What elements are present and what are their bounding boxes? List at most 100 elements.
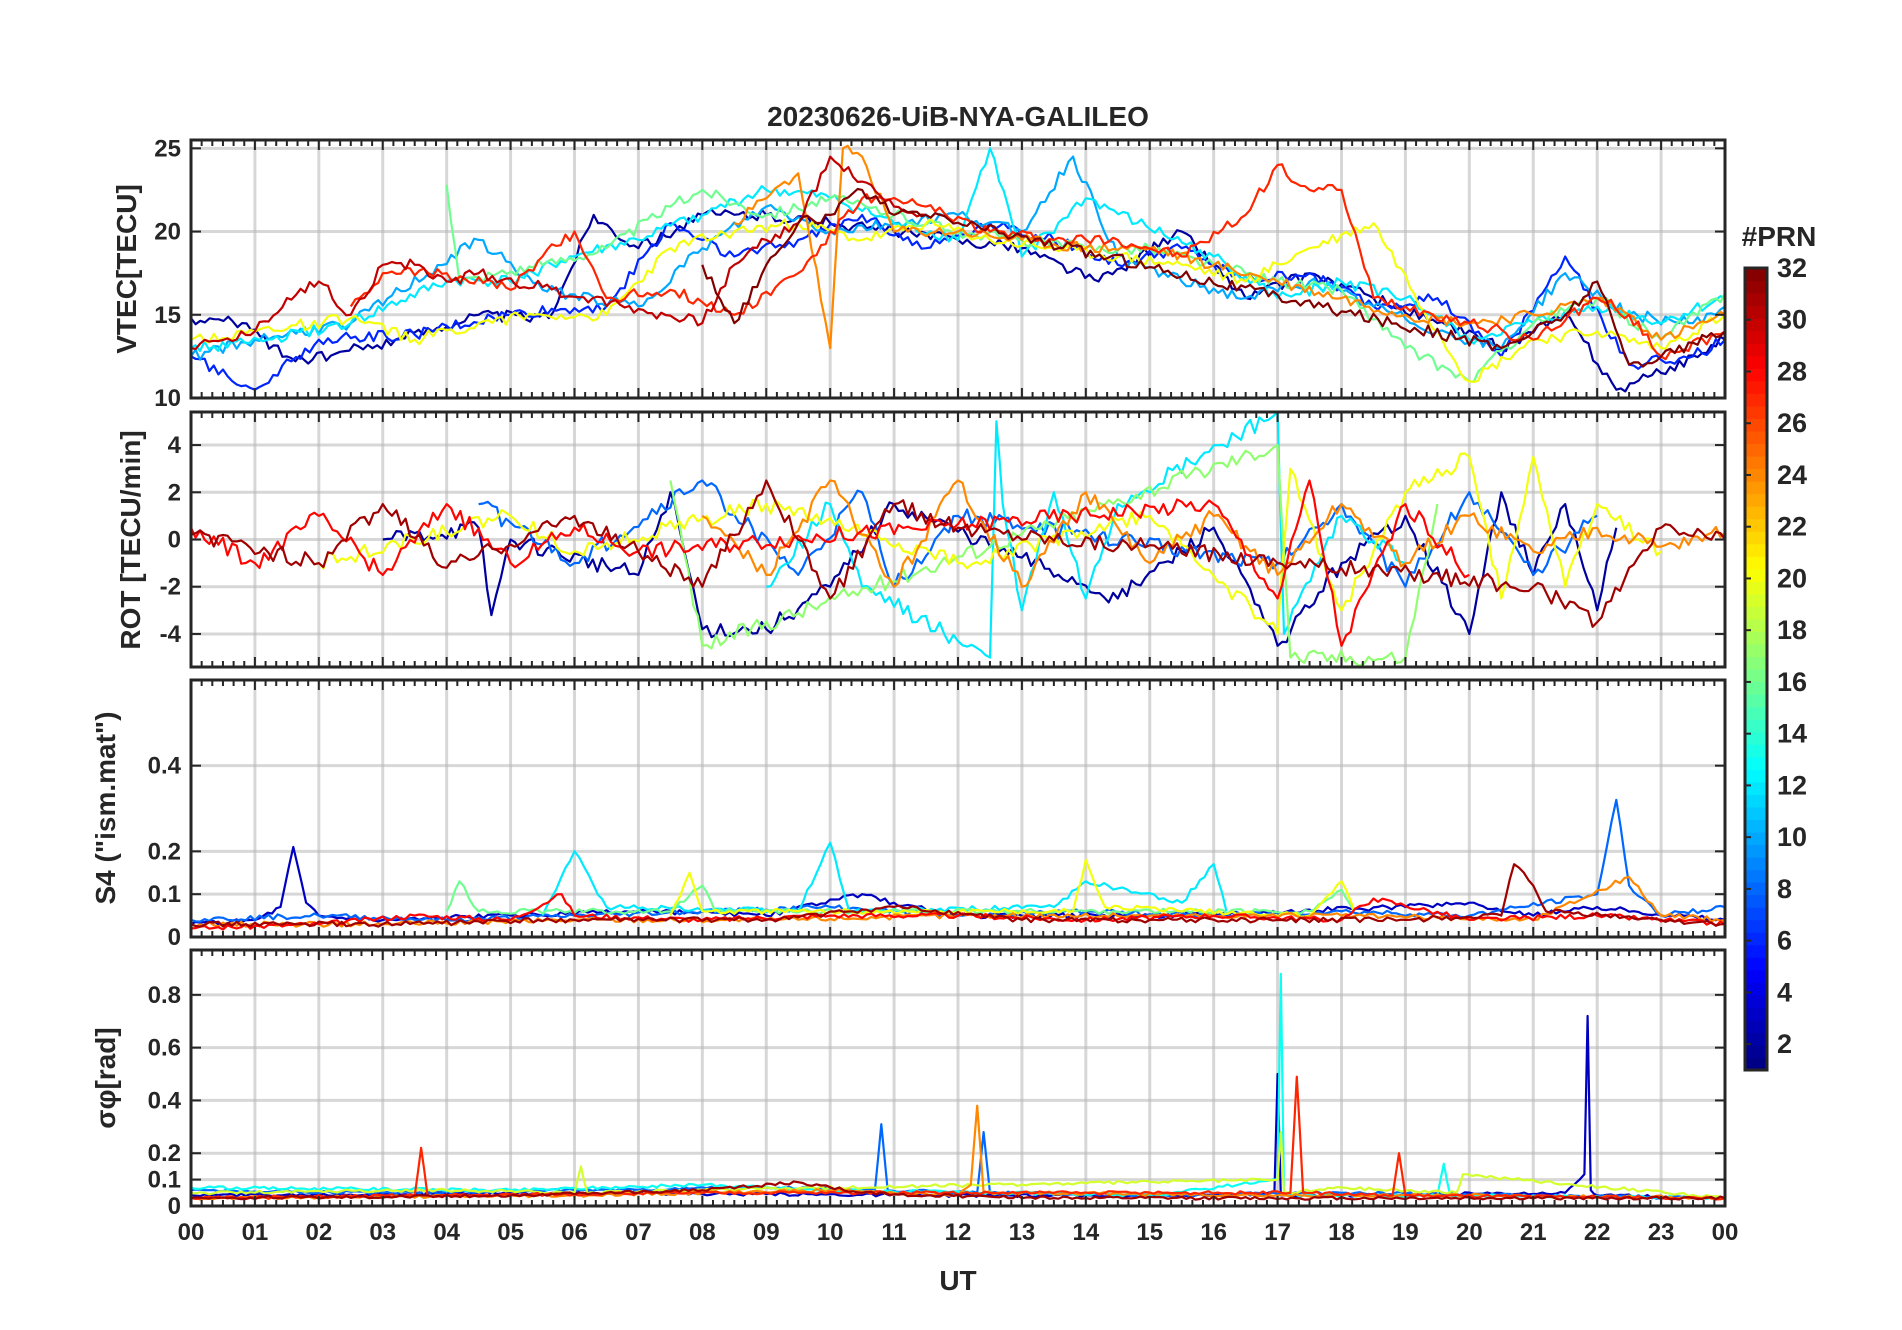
colorbar-cell xyxy=(1745,1019,1767,1034)
colorbar-cell xyxy=(1745,969,1767,983)
colorbar-cell xyxy=(1745,405,1767,419)
x-tick-label: 00 xyxy=(178,1219,205,1246)
sigma-y-tick-labels: 00.10.2 0.4 0.6 0.8 xyxy=(148,982,182,1220)
y-tick-label: 0.4 xyxy=(148,753,182,780)
colorbar-cell xyxy=(1745,430,1767,445)
colorbar-tick-label: 20 xyxy=(1777,563,1807,593)
colorbar-tick-label: 10 xyxy=(1777,822,1807,852)
colorbar-cell xyxy=(1745,781,1767,795)
colorbar-tick-label: 6 xyxy=(1777,926,1792,956)
y-tick-label: -2 xyxy=(160,574,181,601)
x-tick-label: 23 xyxy=(1648,1219,1675,1246)
vtec-series-prn-20 xyxy=(191,217,1725,383)
colorbar-cell xyxy=(1745,856,1767,871)
colorbar-tick-label: 26 xyxy=(1777,408,1807,438)
vtec-series-prn-32 xyxy=(701,187,1725,368)
y-tick-label: 0 xyxy=(168,1193,181,1220)
rot-panel: -4 -2 0 2 4 ROT [TECU/min] xyxy=(115,410,1727,669)
colorbar-cell xyxy=(1745,418,1767,432)
s4-y-axis-label: S4 ("ism.mat") xyxy=(90,711,121,904)
colorbar-cell xyxy=(1745,882,1767,896)
y-tick-label: 25 xyxy=(154,135,181,162)
x-tick-label: 01 xyxy=(242,1219,269,1246)
y-tick-label: 4 xyxy=(168,432,182,459)
colorbar-cell xyxy=(1745,869,1767,883)
rot-series-prn-28 xyxy=(191,479,1470,647)
colorbar-frame xyxy=(1743,266,1769,1072)
y-tick-label: 0.6 xyxy=(148,1035,181,1062)
s4-y-tick-labels: 0 0.1 0.2 0.4 xyxy=(148,753,182,951)
rot-y-axis-label: ROT [TECU/min] xyxy=(115,430,146,649)
sigma-ticks xyxy=(190,950,1726,1207)
colorbar-cell xyxy=(1745,819,1767,833)
colorbar-cell xyxy=(1745,1057,1767,1071)
colorbar-cell xyxy=(1745,681,1767,695)
y-tick-label: 0.4 xyxy=(148,1087,182,1114)
colorbar-tick-label: 14 xyxy=(1777,719,1807,749)
x-tick-label: 09 xyxy=(753,1219,780,1246)
y-tick-label: 0.8 xyxy=(148,982,181,1009)
x-tick-label: 03 xyxy=(369,1219,396,1246)
colorbar-cell xyxy=(1745,656,1767,670)
colorbar-tick-label: 30 xyxy=(1777,305,1807,335)
x-tick-label: 19 xyxy=(1392,1219,1419,1246)
s4-series-group xyxy=(191,798,1725,931)
colorbar-cell xyxy=(1745,957,1767,971)
colorbar-cell xyxy=(1745,731,1767,745)
colorbar-cell xyxy=(1745,531,1767,545)
colorbar-cell xyxy=(1745,481,1767,495)
colorbar-tick-label: 28 xyxy=(1777,356,1807,386)
colorbar-cell xyxy=(1745,455,1767,470)
x-tick-label: 13 xyxy=(1009,1219,1036,1246)
colorbar-cell xyxy=(1745,769,1767,783)
colorbar-cell xyxy=(1745,330,1767,344)
x-tick-label: 21 xyxy=(1520,1219,1547,1246)
x-tick-label: 17 xyxy=(1264,1219,1291,1246)
colorbar-cell xyxy=(1745,669,1767,683)
y-tick-label: 0 xyxy=(168,527,181,554)
colorbar-cell xyxy=(1745,719,1767,733)
y-tick-label: 10 xyxy=(154,385,181,412)
x-tick-label: 06 xyxy=(561,1219,588,1246)
colorbar-cell xyxy=(1745,568,1767,582)
x-tick-label: 20 xyxy=(1456,1219,1483,1246)
colorbar-tick-label: 18 xyxy=(1777,615,1807,645)
vtec-ticks xyxy=(190,140,1726,399)
colorbar-cell xyxy=(1745,393,1767,407)
x-tick-label: 14 xyxy=(1072,1219,1099,1246)
colorbar-cell xyxy=(1745,305,1767,319)
vtec-series-group xyxy=(191,144,1725,393)
colorbar-cell xyxy=(1745,556,1767,570)
x-tick-label: 00 xyxy=(1712,1219,1739,1246)
colorbar-tick-label: 22 xyxy=(1777,512,1807,542)
colorbar-cell xyxy=(1745,268,1767,282)
colorbar-cell xyxy=(1745,468,1767,482)
colorbar-cell xyxy=(1745,443,1767,457)
colorbar-title: #PRN xyxy=(1742,221,1817,252)
colorbar-cell xyxy=(1745,643,1767,658)
sigma-series-group xyxy=(191,972,1725,1201)
y-tick-label: 20 xyxy=(154,219,181,246)
s4-series-prn-16 xyxy=(445,880,1356,915)
x-tick-label: 04 xyxy=(433,1219,460,1246)
colorbar-tick-label: 24 xyxy=(1777,460,1807,490)
colorbar-cell xyxy=(1745,844,1767,858)
vtec-y-axis-label: VTEC[TECU] xyxy=(111,184,142,354)
x-tick-label: 10 xyxy=(817,1219,844,1246)
y-tick-label: -4 xyxy=(160,621,182,648)
colorbar-cell xyxy=(1745,694,1767,708)
rot-series-group xyxy=(191,412,1725,667)
sigma-series-prn-19 xyxy=(191,1131,1725,1200)
s4-series-prn-31 xyxy=(191,863,1725,928)
x-tick-label: 08 xyxy=(689,1219,716,1246)
colorbar-cell xyxy=(1745,932,1767,946)
colorbar-cell xyxy=(1745,982,1767,996)
colorbar-tick-label: 4 xyxy=(1777,977,1792,1007)
colorbar-cell xyxy=(1745,606,1767,620)
x-tick-label: 12 xyxy=(945,1219,972,1246)
colorbar-cell xyxy=(1745,593,1767,607)
colorbar-tick-label: 16 xyxy=(1777,667,1807,697)
y-tick-label: 15 xyxy=(154,302,181,329)
